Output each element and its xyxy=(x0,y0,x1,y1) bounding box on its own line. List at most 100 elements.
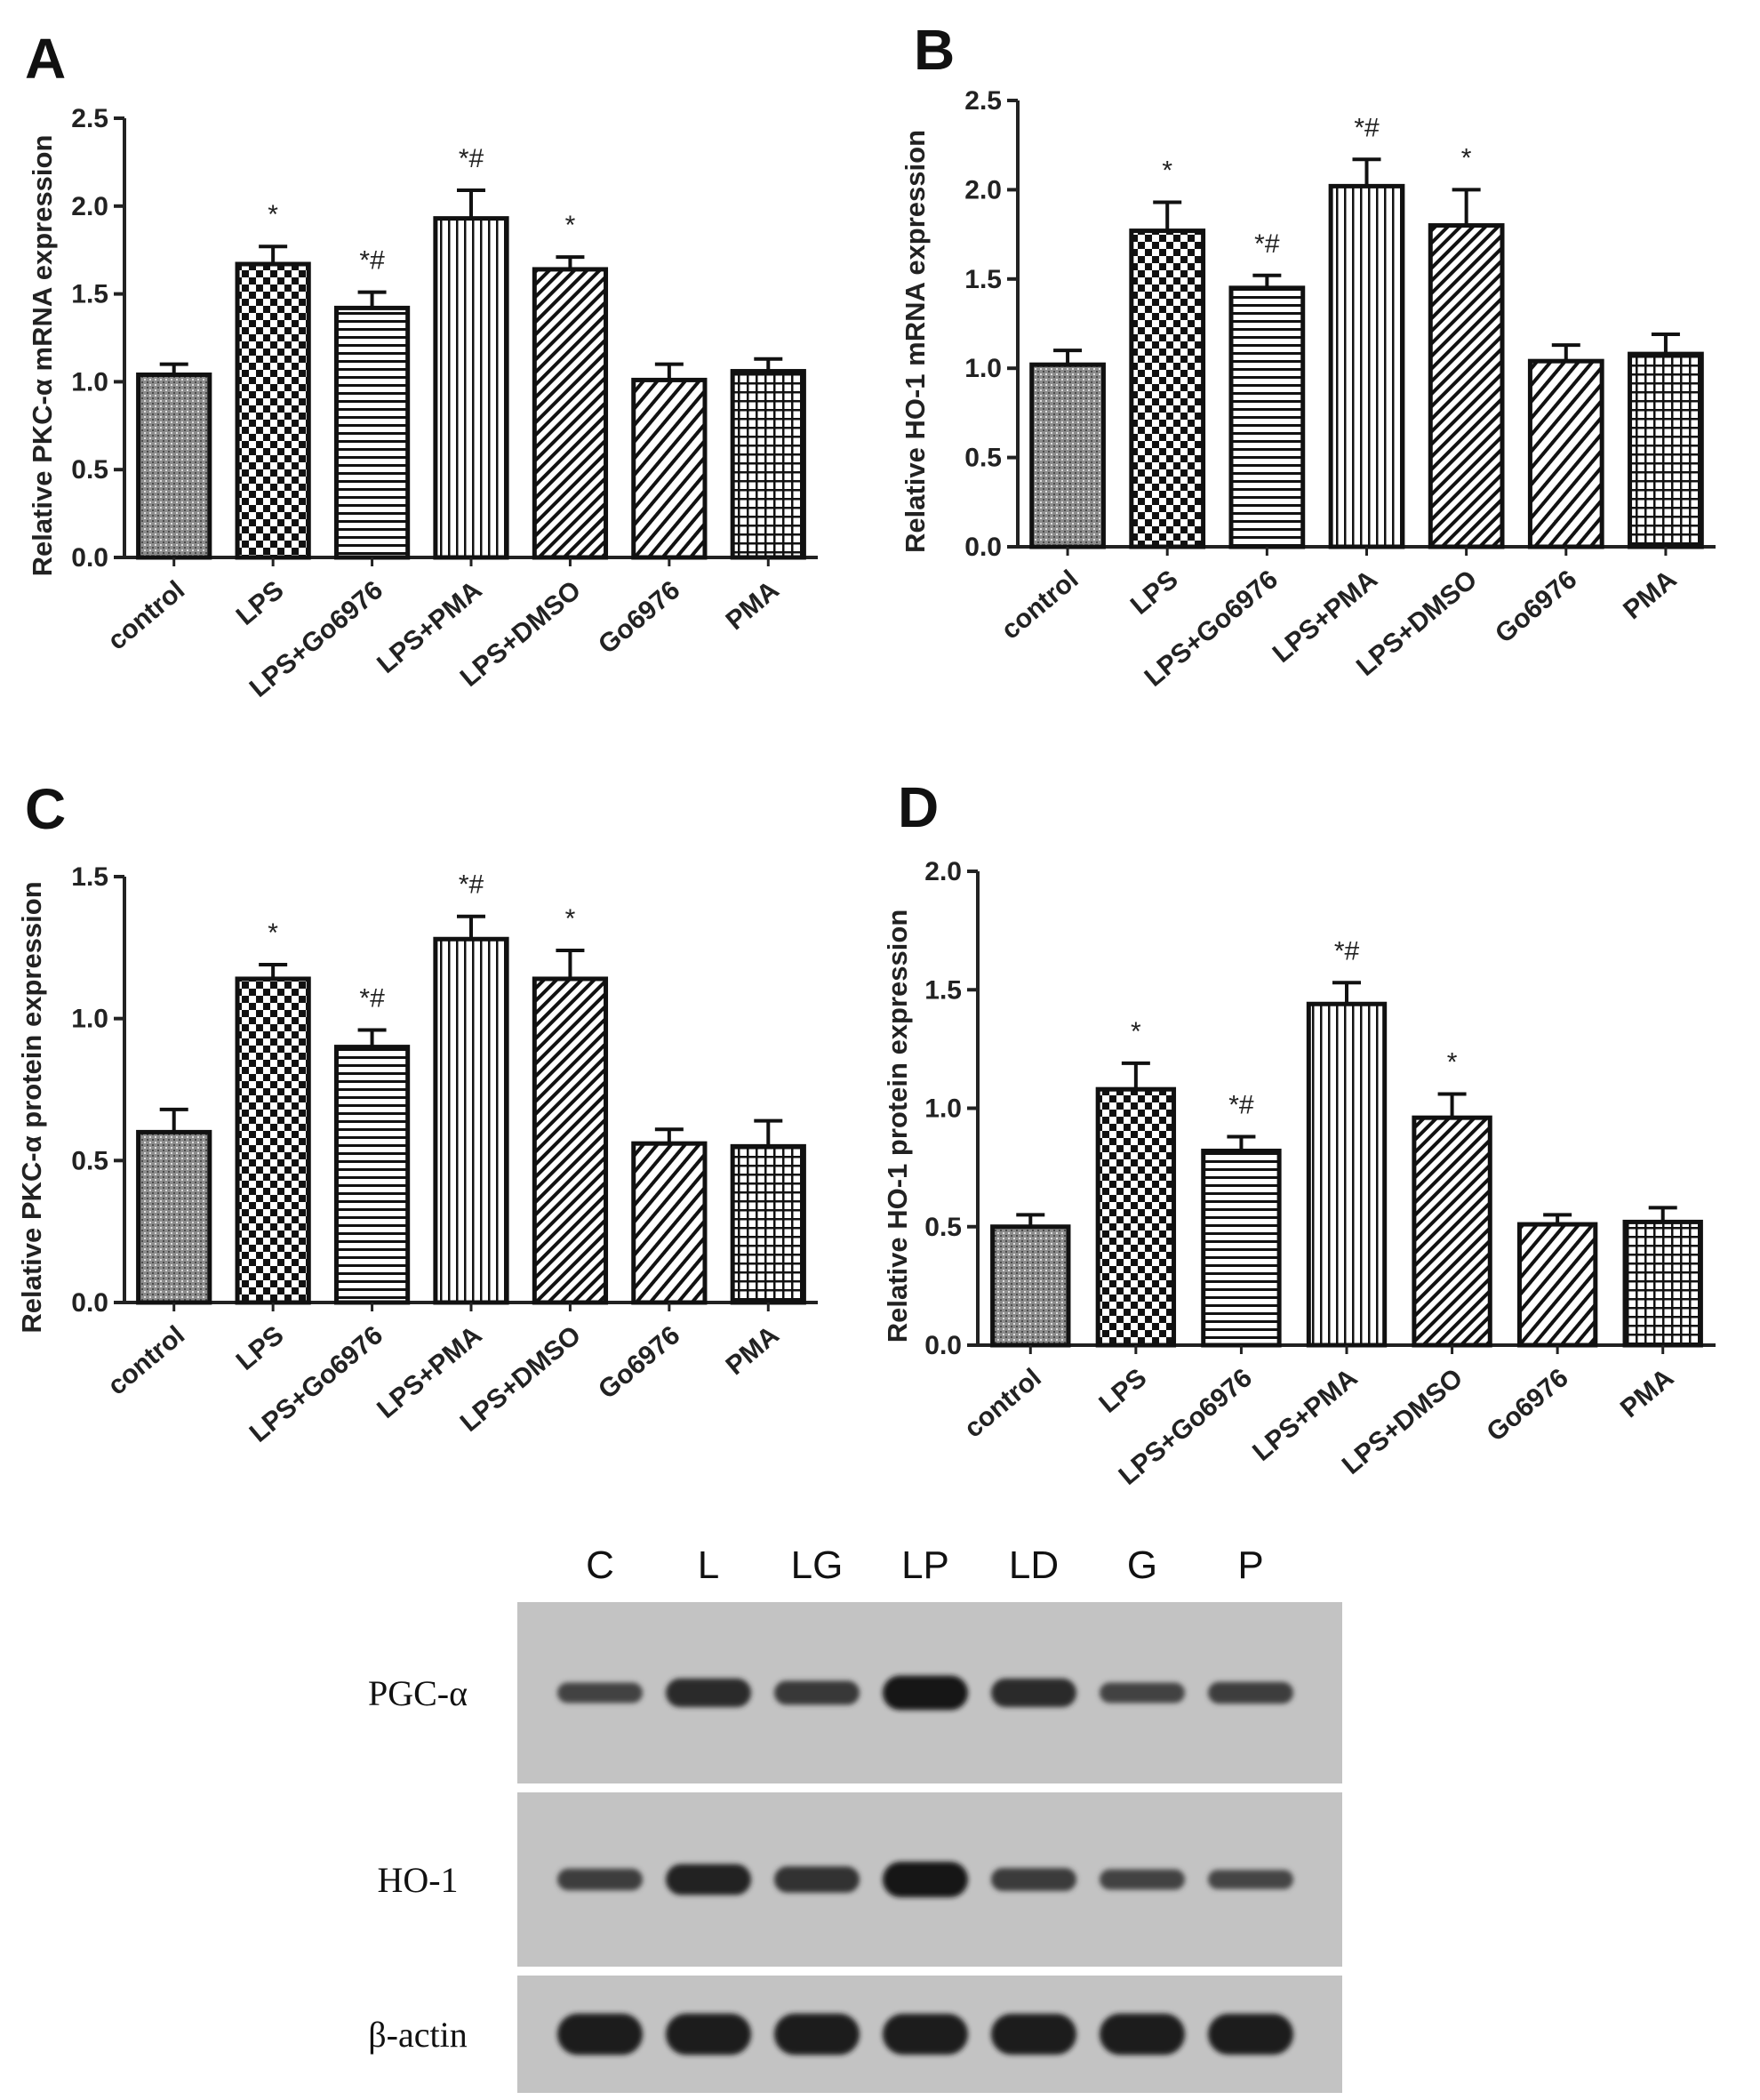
blot-row-0: PGC-α xyxy=(368,1602,1342,1783)
blot-band xyxy=(1100,1869,1185,1890)
blot-band xyxy=(774,2013,860,2056)
category-label: PMA xyxy=(720,575,784,636)
bar-lps-pma xyxy=(1306,1001,1388,1348)
significance-mark: * xyxy=(1162,156,1172,185)
lane-label-g: G xyxy=(1127,1543,1157,1587)
y-tick-label: 0.5 xyxy=(924,1213,962,1242)
y-axis-label: Relative PKC-α protein expression xyxy=(16,881,47,1333)
y-tick-label: 1.0 xyxy=(964,354,1002,383)
significance-mark: *# xyxy=(1254,229,1280,259)
bar-go6976 xyxy=(631,1141,708,1305)
category-label: Go6976 xyxy=(1490,565,1582,649)
significance-mark: * xyxy=(1447,1048,1458,1078)
lane-label-c: C xyxy=(586,1543,614,1587)
blot-band xyxy=(666,1678,751,1708)
y-tick-label: 1.5 xyxy=(964,265,1002,294)
blot-band xyxy=(557,1682,643,1703)
significance-mark: * xyxy=(565,904,576,934)
blot-band xyxy=(883,1675,968,1711)
y-axis-label: Relative HO-1 protein expression xyxy=(882,910,913,1343)
category-label: control xyxy=(996,565,1084,645)
y-tick-label: 0.0 xyxy=(71,543,108,573)
significance-mark: *# xyxy=(359,246,385,276)
panel-label: B xyxy=(914,18,955,82)
category-label: LPS xyxy=(1125,565,1184,621)
lane-label-lg: LG xyxy=(791,1543,844,1587)
bar-lps-go6976 xyxy=(333,1045,411,1305)
y-tick-label: 0.5 xyxy=(964,444,1002,473)
blot-band xyxy=(774,1680,860,1705)
bar-lps xyxy=(235,976,311,1305)
y-tick-label: 2.5 xyxy=(964,86,1002,116)
bar-pma xyxy=(730,369,806,560)
blot-row-2: β-actin xyxy=(368,1976,1342,2093)
category-label: LPS xyxy=(1093,1363,1152,1419)
chart-panel-d: D 0.0 0.5 1.0 1.5 2.0 Relative HO-1 protein ex… xyxy=(882,775,1716,1491)
bar-lps-dmso xyxy=(1412,1115,1492,1348)
category-label: Go6976 xyxy=(1481,1363,1573,1447)
bar-lps-go6976 xyxy=(1201,1148,1282,1348)
significance-mark: *# xyxy=(459,870,484,900)
y-tick-label: 1.5 xyxy=(71,280,108,309)
blot-band xyxy=(1208,1681,1293,1704)
blot-band xyxy=(557,2013,643,2056)
significance-mark: *# xyxy=(1334,936,1360,966)
blot-band xyxy=(991,1678,1076,1708)
y-tick-label: 1.0 xyxy=(924,1094,962,1124)
y-tick-label: 2.5 xyxy=(71,104,108,133)
blot-band xyxy=(1100,1682,1185,1703)
blot-row-1: HO-1 xyxy=(377,1792,1342,1967)
category-label: PMA xyxy=(720,1320,784,1381)
blot-row-label: β-actin xyxy=(368,2015,467,2055)
bar-lps-dmso xyxy=(532,976,609,1305)
bar-lps-pma xyxy=(433,936,509,1305)
bar-pma xyxy=(1628,351,1704,549)
bar-control xyxy=(136,1129,212,1305)
lane-label-ld: LD xyxy=(1009,1543,1059,1587)
blot-row-label: HO-1 xyxy=(377,1860,458,1900)
bar-control xyxy=(990,1224,1071,1348)
blot-band xyxy=(1208,2014,1293,2055)
chart-panel-a: A 0.0 0.5 1.0 1.5 2.0 2.5 Relative PKC-α mRNA e… xyxy=(25,27,818,703)
significance-mark: * xyxy=(1461,143,1472,172)
blot-band xyxy=(557,1868,643,1891)
bar-control xyxy=(1029,362,1106,549)
bar-lps-dmso xyxy=(1428,223,1505,549)
blot-band xyxy=(1100,2013,1185,2056)
category-label: LPS xyxy=(231,1320,290,1376)
lane-label-lp: LP xyxy=(901,1543,949,1587)
blot-band xyxy=(883,2014,968,2055)
bar-pma xyxy=(730,1143,806,1305)
y-tick-label: 0.5 xyxy=(71,1146,108,1175)
significance-mark: * xyxy=(268,918,278,948)
bar-lps xyxy=(235,261,311,560)
y-tick-label: 0.5 xyxy=(71,455,108,485)
significance-mark: * xyxy=(1131,1017,1141,1046)
blot-band xyxy=(991,2014,1076,2055)
western-blot: C L LG LP LD G P PGC-α HO-1 β-actin xyxy=(368,1543,1342,2093)
category-label: control xyxy=(102,575,190,656)
bar-lps-go6976 xyxy=(1228,285,1306,549)
bar-lps-dmso xyxy=(532,267,609,560)
y-axis-label: Relative PKC-α mRNA expression xyxy=(27,135,58,577)
significance-mark: *# xyxy=(1354,113,1380,142)
y-tick-label: 2.0 xyxy=(964,175,1002,204)
bar-go6976 xyxy=(1527,358,1604,549)
lane-label-p: P xyxy=(1237,1543,1263,1587)
bar-lps-go6976 xyxy=(333,305,411,560)
y-tick-label: 1.0 xyxy=(71,1005,108,1034)
blot-band xyxy=(666,1864,751,1896)
charts: A 0.0 0.5 1.0 1.5 2.0 2.5 Relative PKC-α mRNA e… xyxy=(16,18,1716,1491)
blot-band xyxy=(666,2013,751,2056)
category-label: PMA xyxy=(1615,1363,1679,1423)
significance-mark: * xyxy=(565,211,576,240)
significance-mark: *# xyxy=(459,144,484,173)
y-tick-label: 1.5 xyxy=(924,975,962,1005)
category-label: PMA xyxy=(1618,565,1682,625)
blot-band xyxy=(991,1868,1076,1891)
y-tick-label: 2.0 xyxy=(71,192,108,221)
category-label: Go6976 xyxy=(593,1320,685,1405)
significance-mark: *# xyxy=(359,983,385,1013)
y-tick-label: 2.0 xyxy=(924,857,962,886)
